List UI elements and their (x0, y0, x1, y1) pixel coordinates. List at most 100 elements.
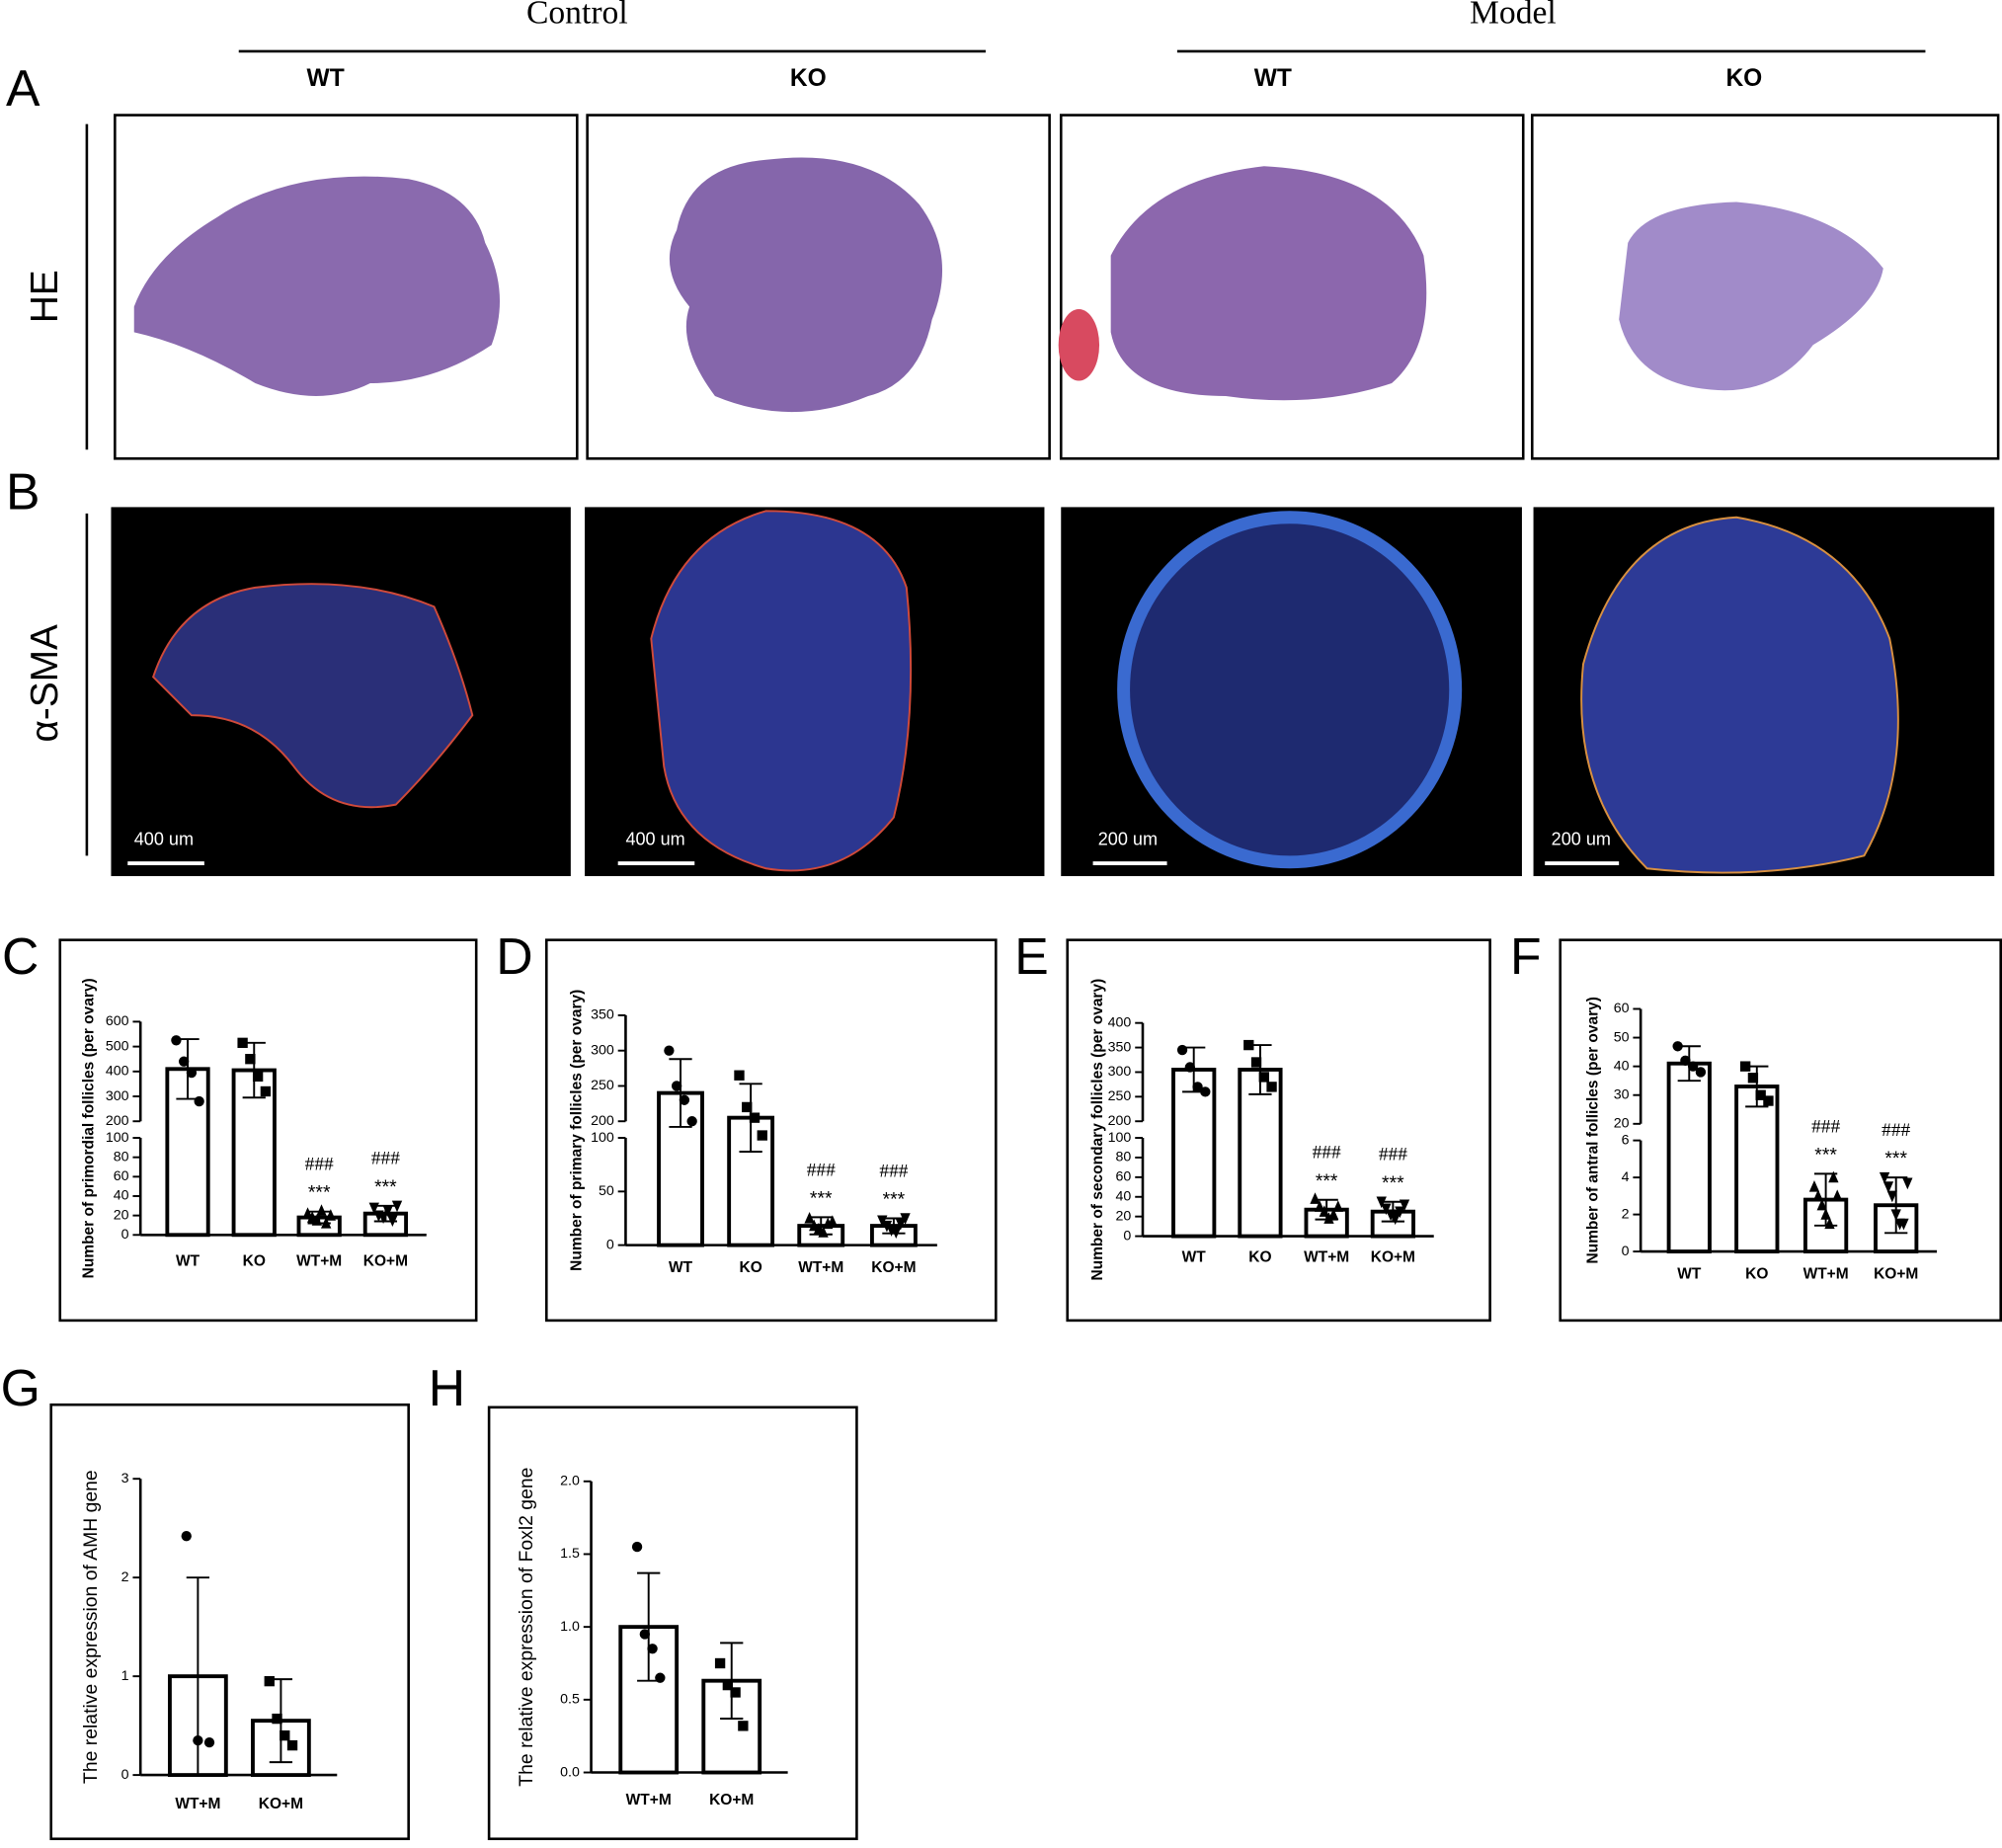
data-point (171, 1035, 182, 1046)
data-point (387, 1215, 398, 1228)
data-point (1820, 1208, 1831, 1220)
data-point (1266, 1082, 1277, 1092)
y-axis-label: Number of secondary follicles (per ovary… (1089, 979, 1106, 1281)
y-tick-label: 60 (1116, 1169, 1132, 1185)
y-tick-label: 1.5 (560, 1546, 580, 1562)
data-point (1687, 1061, 1699, 1072)
annotation: ### (1379, 1145, 1407, 1165)
bar (1238, 1068, 1283, 1239)
y-tick-label: 0 (1622, 1244, 1630, 1259)
annotation: ### (879, 1161, 908, 1181)
scale-bar-label: 200 um (1552, 830, 1611, 849)
annotation: ### (807, 1160, 836, 1180)
data-point (311, 1214, 323, 1226)
tissue (152, 583, 474, 809)
data-point (1808, 1180, 1820, 1192)
x-tick-label: WT (1677, 1265, 1702, 1282)
y-tick-label: 20 (1116, 1208, 1132, 1224)
data-point (1381, 1203, 1392, 1216)
data-point (245, 1054, 256, 1065)
x-tick-label: WT+M (626, 1792, 672, 1808)
panel-letter: F (1510, 927, 1542, 985)
data-point (382, 1205, 393, 1218)
data-point (1192, 1082, 1203, 1092)
y-tick-label: 100 (106, 1130, 129, 1146)
panel-letter: D (496, 927, 532, 985)
data-point (900, 1213, 911, 1225)
panel-letter: G (1, 1359, 40, 1416)
y-tick-label: 2 (121, 1569, 129, 1585)
y-axis-label: The relative expression of AMH gene (80, 1470, 102, 1784)
y-tick-label: 200 (1108, 1113, 1132, 1129)
scale-bar-label: 400 um (625, 830, 684, 849)
row-label: HE (24, 270, 66, 323)
data-point (714, 1657, 726, 1669)
x-tick-label: KO (243, 1253, 266, 1270)
y-tick-label: 80 (1116, 1150, 1132, 1165)
tissue (1117, 511, 1463, 869)
he-images (114, 114, 2000, 460)
data-point (738, 1721, 749, 1731)
x-tick-label: WT+M (296, 1253, 342, 1270)
data-point (1258, 1072, 1269, 1083)
data-point (1882, 1181, 1894, 1193)
data-point (1832, 1189, 1843, 1202)
y-tick-label: 0 (1123, 1228, 1131, 1244)
panel-letter: B (6, 462, 40, 520)
y-tick-label: 60 (114, 1168, 129, 1184)
data-point (671, 1081, 682, 1091)
data-point (237, 1037, 248, 1048)
annotation: ### (1882, 1120, 1910, 1141)
data-point (1310, 1192, 1321, 1204)
y-tick-label: 0.5 (560, 1692, 580, 1708)
data-point (742, 1101, 753, 1113)
data-point (1763, 1095, 1774, 1106)
data-point (734, 1070, 745, 1081)
data-point (655, 1672, 666, 1683)
data-point (272, 1713, 282, 1725)
chart-frame (49, 1403, 410, 1841)
y-tick-label: 500 (106, 1038, 129, 1054)
data-point (1672, 1041, 1683, 1052)
x-tick-label: KO+M (1371, 1249, 1415, 1266)
chart-frame (487, 1406, 858, 1841)
y-tick-label: 50 (1614, 1029, 1630, 1045)
panel-letter: A (6, 59, 40, 117)
chart-frame (1559, 938, 2002, 1323)
y-tick-label: 200 (106, 1113, 129, 1129)
y-tick-label: 0.0 (560, 1764, 580, 1780)
y-tick-label: 1.0 (560, 1619, 580, 1635)
data-point (368, 1202, 379, 1215)
annotation: ### (305, 1155, 334, 1175)
y-axis-label: Number of antral follicles (per ovary) (1584, 997, 1601, 1263)
y-tick-label: 600 (106, 1013, 129, 1029)
data-point (1395, 1206, 1405, 1219)
y-tick-label: 100 (1108, 1130, 1132, 1146)
annotation: *** (308, 1182, 331, 1204)
data-point (895, 1218, 907, 1231)
tissue (1058, 309, 1100, 381)
sma-images (111, 507, 1995, 877)
tissue (650, 510, 913, 872)
data-point (316, 1204, 327, 1216)
data-point (1816, 1198, 1827, 1211)
x-tick-label: WT+M (798, 1259, 843, 1276)
data-point (722, 1679, 734, 1691)
data-point (1385, 1209, 1397, 1222)
y-axis-label: Number of primordial follicles (per ovar… (81, 978, 98, 1278)
data-point (1824, 1217, 1835, 1230)
y-tick-label: 40 (1614, 1058, 1630, 1074)
data-point (1695, 1067, 1707, 1078)
row-label: α-SMA (24, 624, 66, 742)
data-point (749, 1112, 761, 1123)
data-point (1755, 1089, 1766, 1100)
data-point (1902, 1177, 1913, 1190)
bar (1666, 1061, 1712, 1254)
x-tick-label: KO+M (363, 1253, 408, 1270)
data-point (1319, 1205, 1329, 1217)
data-point (679, 1094, 690, 1105)
annotation: *** (374, 1176, 397, 1198)
data-point (1332, 1200, 1343, 1212)
data-point (891, 1227, 902, 1240)
